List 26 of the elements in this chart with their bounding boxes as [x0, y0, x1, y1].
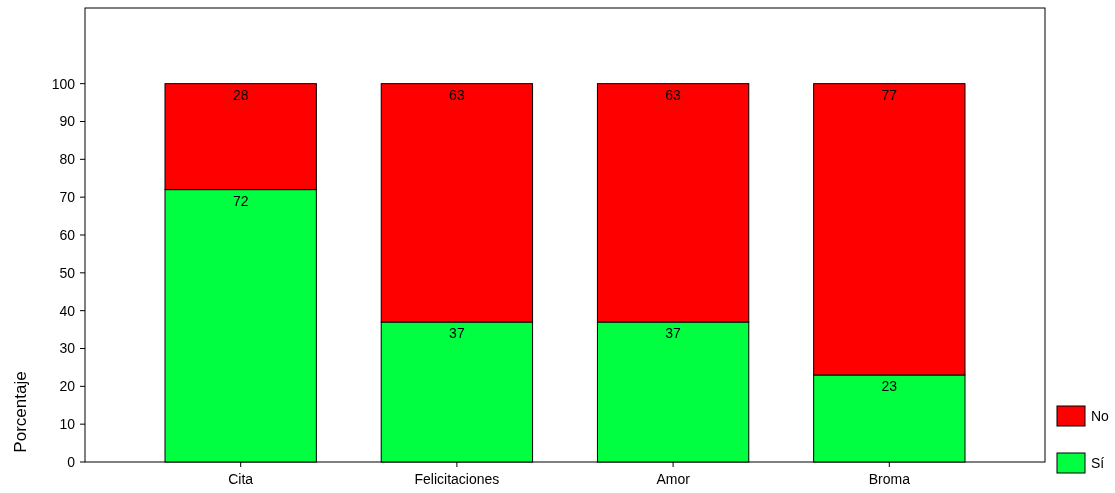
legend-label: No [1091, 407, 1110, 424]
data-label: 77 [881, 86, 898, 103]
data-label: 37 [449, 325, 465, 342]
y-tick-label: 40 [59, 302, 76, 319]
data-label: 63 [665, 86, 682, 103]
data-label: 37 [665, 325, 682, 342]
data-label: 28 [232, 86, 249, 103]
y-tick-label: 20 [59, 378, 76, 395]
y-tick-label: 30 [59, 340, 76, 357]
data-label: 23 [881, 377, 898, 394]
data-label: 63 [449, 86, 465, 103]
data-label: 72 [232, 192, 249, 209]
y-tick-label: 60 [59, 226, 76, 243]
x-tick-label: Felicitaciones [414, 471, 500, 487]
y-axis-title: Porcentaje [11, 371, 30, 453]
y-tick-label: 100 [51, 75, 76, 92]
y-tick-label: 90 [59, 113, 76, 130]
x-tick-label: Broma [868, 471, 911, 487]
y-tick-label: 70 [59, 189, 76, 206]
x-tick-label: Amor [656, 471, 691, 487]
y-tick-label: 80 [59, 151, 76, 168]
x-tick-label: Cita [228, 471, 254, 487]
y-tick-label: 50 [59, 264, 76, 281]
legend-label: Sí [1091, 454, 1105, 471]
y-tick-label: 0 [67, 453, 76, 470]
y-tick-label: 10 [59, 416, 76, 433]
